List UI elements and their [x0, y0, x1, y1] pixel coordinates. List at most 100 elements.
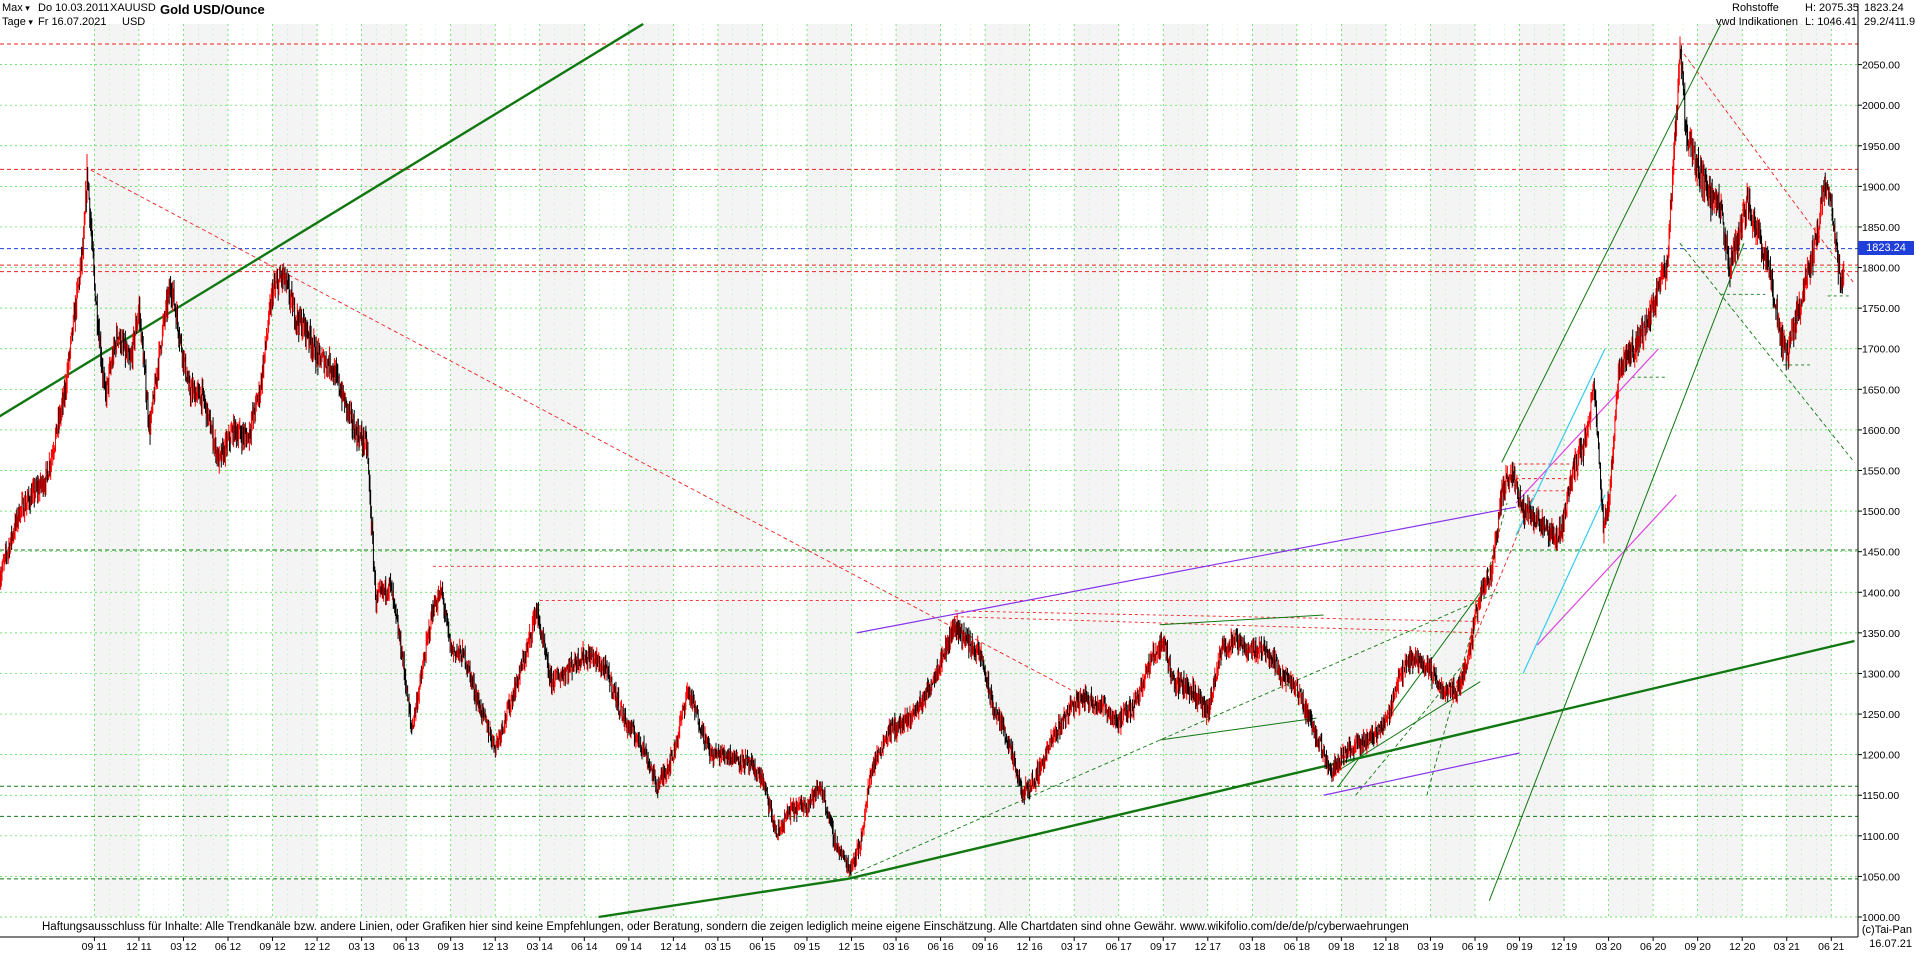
x-tick-label: 09 11	[82, 941, 108, 952]
trend-line	[1159, 614, 1324, 626]
x-tick-label: 12 18	[1373, 941, 1399, 952]
x-tick-label: 09 13	[438, 941, 464, 952]
dashed-trend-line	[1679, 242, 1855, 463]
x-tick-label: 06 15	[749, 941, 775, 952]
x-tick-label: 06 19	[1462, 941, 1488, 952]
dashed-trend-line	[847, 591, 1499, 877]
x-tick-label: 03 17	[1061, 941, 1087, 952]
y-tick-label: 1300.00	[1862, 668, 1900, 680]
x-tick-label: 09 17	[1150, 941, 1176, 952]
x-tick-label: 12 12	[304, 941, 330, 952]
y-tick-label: 1700.00	[1862, 344, 1900, 356]
to-date: Fr 16.07.2021	[38, 16, 107, 28]
background-band	[1430, 24, 1475, 917]
background-band	[1252, 24, 1297, 917]
y-tick-label: 1350.00	[1862, 628, 1900, 640]
from-date: Do 10.03.2011	[38, 2, 110, 14]
dashed-trend-line	[1355, 665, 1463, 796]
x-tick-label: 12 17	[1195, 941, 1221, 952]
x-tick-label: 03 14	[527, 941, 553, 952]
range-select[interactable]: Max	[2, 2, 30, 15]
y-tick-label: 1100.00	[1862, 831, 1899, 843]
x-tick-label: 12 14	[660, 941, 686, 952]
y-tick-label: 1400.00	[1862, 587, 1900, 599]
x-tick-label: 06 21	[1818, 941, 1844, 952]
background-band	[1786, 24, 1832, 917]
x-tick-label: 12 16	[1017, 941, 1043, 952]
last-value-label: 1823.24	[1864, 2, 1904, 14]
symbol-label: XAUUSD	[110, 2, 156, 14]
x-tick-label: 12 13	[482, 941, 508, 952]
y-tick-label: 1950.00	[1862, 141, 1900, 153]
x-tick-label: 06 18	[1284, 941, 1310, 952]
trend-line	[598, 877, 849, 919]
y-tick-label: 2050.00	[1862, 60, 1900, 72]
x-tick-label: 09 18	[1328, 941, 1354, 952]
x-tick-label: 03 15	[705, 941, 731, 952]
x-tick-label: 12 15	[838, 941, 864, 952]
x-tick-label: 12 11	[126, 941, 152, 952]
y-tick-label: 1600.00	[1862, 425, 1900, 437]
trend-line	[1337, 591, 1481, 788]
x-tick-label: 06 13	[393, 941, 419, 952]
y-tick-label: 1250.00	[1862, 709, 1900, 721]
x-tick-label: 03 19	[1417, 941, 1443, 952]
x-tick-label: 06 14	[571, 941, 597, 952]
trend-line	[1159, 717, 1317, 741]
x-tick-label: 06 20	[1640, 941, 1666, 952]
background-band	[272, 24, 318, 917]
level-segment	[954, 616, 1481, 634]
category-label: Rohstoffe	[1732, 2, 1779, 14]
x-tick-label: 03 21	[1774, 941, 1800, 952]
disclaimer-text: Haftungsausschluss für Inhalte: Alle Tre…	[42, 921, 1409, 933]
background-band	[1341, 24, 1386, 917]
trend-line	[1323, 752, 1520, 796]
background-band	[806, 24, 852, 917]
x-tick-label: 09 20	[1685, 941, 1711, 952]
y-tick-label: 2000.00	[1862, 100, 1900, 112]
x-tick-label: 09 14	[616, 941, 642, 952]
trend-line	[847, 639, 1855, 881]
x-tick-label: 03 13	[348, 941, 374, 952]
low-label: L: 1046.41	[1805, 16, 1857, 28]
y-tick-label: 1550.00	[1862, 466, 1900, 478]
y-tick-label: 1150.00	[1862, 790, 1899, 802]
trend-line	[1488, 243, 1745, 901]
background-band	[450, 24, 496, 917]
y-tick-label: 1800.00	[1862, 263, 1900, 275]
y-tick-label: 1650.00	[1862, 384, 1900, 396]
credit-label: (c)Tai-Pan	[1861, 924, 1912, 936]
x-tick-label: 09 15	[794, 941, 820, 952]
high-label: H: 2075.35	[1805, 2, 1859, 14]
y-tick-label: 1500.00	[1862, 506, 1900, 518]
trend-line	[1536, 494, 1677, 646]
trend-line	[856, 506, 1517, 634]
last-price-badge: 1823.24	[1858, 241, 1914, 255]
x-tick-label: 09 19	[1506, 941, 1532, 952]
y-tick-label: 1900.00	[1862, 181, 1900, 193]
x-tick-label: 03 18	[1239, 941, 1265, 952]
trend-line	[0, 22, 644, 418]
interval-select[interactable]: Tage	[2, 16, 33, 29]
x-tick-label: 03 20	[1595, 941, 1621, 952]
y-tick-label: 1050.00	[1862, 871, 1900, 883]
trend-line	[1522, 494, 1606, 674]
x-tick-label: 06 17	[1106, 941, 1132, 952]
currency-label: USD	[122, 16, 146, 28]
background-band	[896, 24, 941, 917]
x-tick-label: 12 19	[1551, 941, 1577, 952]
level-segment	[954, 610, 1481, 622]
chart-title: Gold USD/Ounce	[160, 2, 265, 17]
y-tick-label: 1850.00	[1862, 222, 1900, 234]
x-tick-label: 06 12	[215, 941, 241, 952]
x-tick-label: 12 20	[1729, 941, 1755, 952]
end-date-label: 16.07.21	[1869, 938, 1912, 950]
source-label: vwd Indikationen	[1716, 16, 1798, 28]
x-tick-label: 09 16	[972, 941, 998, 952]
x-tick-label: 03 16	[883, 941, 909, 952]
trend-line	[1515, 348, 1606, 536]
dashed-trend-line	[90, 169, 1071, 691]
x-tick-label: 06 16	[927, 941, 953, 952]
y-tick-label: 1000.00	[1862, 912, 1900, 924]
